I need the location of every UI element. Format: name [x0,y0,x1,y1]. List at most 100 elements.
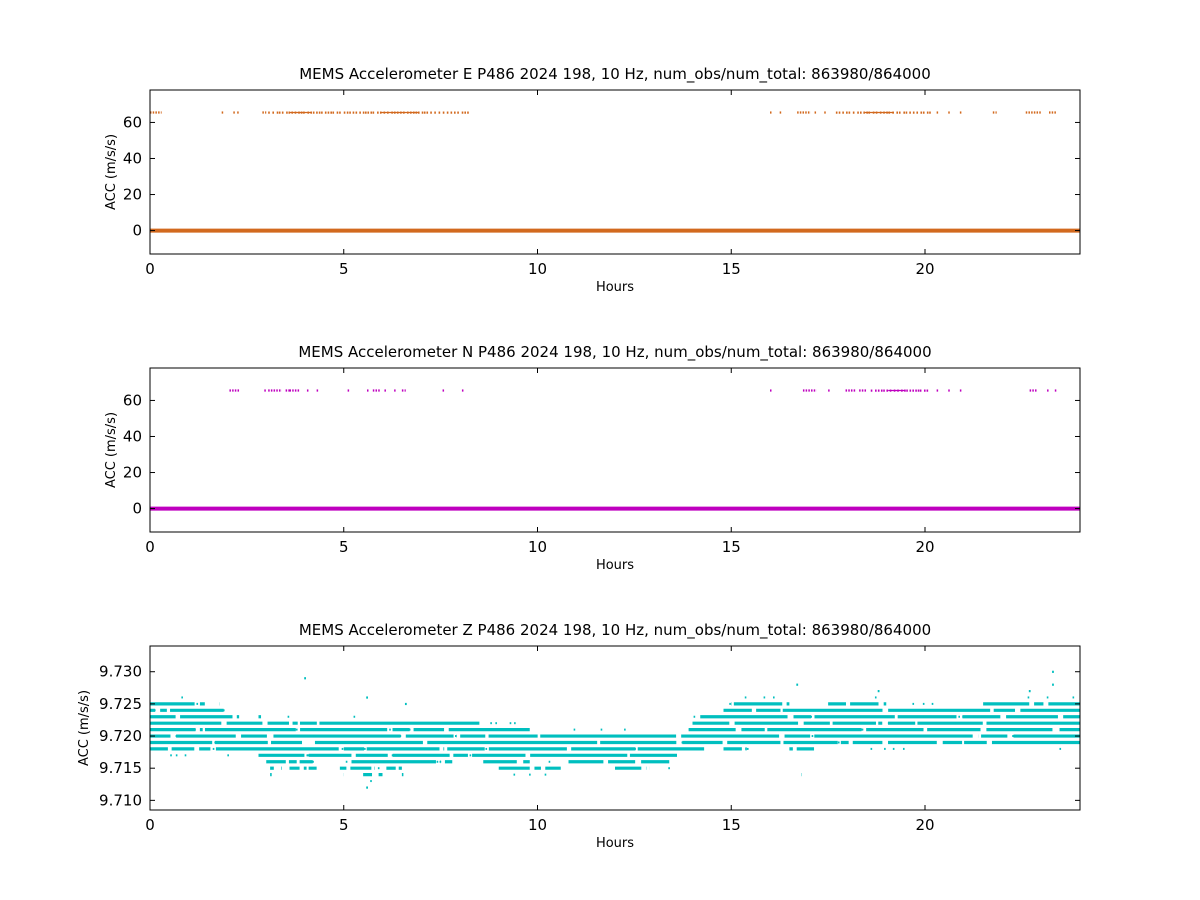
data-gap [212,740,215,745]
data-point [470,735,473,738]
data-point [232,722,234,725]
data-gap [646,766,650,771]
data-point [845,728,847,731]
data-point [424,747,426,750]
data-point [807,735,810,738]
data-point [992,722,994,725]
data-point [953,722,956,725]
data-point [487,741,490,744]
data-point [405,741,407,744]
data-gap [261,714,266,719]
data-point [905,111,908,114]
data-point [718,735,721,738]
data-point [381,735,383,738]
data-gap [814,746,819,751]
data-gap [798,721,804,726]
data-point [887,722,890,725]
data-gap [780,708,783,713]
data-point [369,747,372,750]
data-point [502,741,505,744]
data-point [876,735,879,738]
data-point [467,111,469,114]
data-point [912,389,914,392]
data-gap [729,721,735,726]
data-point [421,111,424,114]
data-gap [962,740,965,745]
data-gap [782,701,787,706]
data-point [838,111,841,114]
data-gap [882,721,889,726]
data-point [381,747,384,750]
data-point [904,741,906,744]
data-point [544,773,547,776]
data-point [1063,741,1065,744]
data-point [495,722,497,725]
data-point [391,754,394,757]
data-gap [779,734,785,739]
data-point [308,735,311,738]
data-gap [444,727,449,732]
data-point [343,741,346,744]
data-point [428,760,430,763]
data-gap [395,766,399,771]
data-gap [305,740,311,745]
data-gap [537,734,541,739]
data-point [1027,696,1030,699]
data-point [735,741,738,744]
chart-panel-3: MEMS Accelerometer Z P486 2024 198, 10 H… [77,621,1081,851]
data-gap [882,708,886,713]
data-point [242,728,245,731]
data-point [175,735,178,738]
data-point [332,111,335,114]
data-gap [641,766,646,771]
data-gap [262,721,268,726]
data-gap [878,701,884,706]
data-point [307,754,309,757]
data-point [513,773,516,776]
data-point [420,754,423,757]
data-point [276,111,279,114]
data-point [997,741,1000,744]
data-point [862,735,864,738]
data-outlier [1052,683,1054,686]
data-point [863,735,866,738]
data-gap [296,759,300,764]
data-point [505,754,507,757]
data-point [278,111,281,114]
data-point [688,728,691,731]
data-point [767,709,770,712]
data-point [398,741,401,744]
x-tick-label: 15 [722,816,741,834]
data-point [880,389,883,392]
data-point [1046,696,1049,699]
data-point [1059,747,1062,750]
data-point [746,747,749,750]
data-point [788,722,791,725]
data-point [859,715,861,718]
data-gap [338,746,344,751]
data-gap [894,714,898,719]
data-point [436,760,439,763]
data-point [174,747,176,750]
data-point [815,741,818,744]
data-point [791,709,793,712]
data-point [330,111,332,114]
data-point [405,722,408,725]
data-point [181,696,183,699]
x-tick-label: 5 [339,538,349,556]
data-gap [285,759,289,764]
data-point [814,722,816,725]
data-point [278,741,281,744]
data-gap [780,740,784,745]
data-point [747,709,750,712]
data-point [399,728,402,731]
data-point [370,111,373,114]
data-gap [372,772,376,777]
data-point [995,741,998,744]
data-point [490,722,492,725]
data-point [863,111,865,114]
data-point [377,111,379,114]
x-tick-label: 10 [528,260,547,278]
y-tick-label: 9.725 [99,695,142,713]
data-point [912,702,915,705]
